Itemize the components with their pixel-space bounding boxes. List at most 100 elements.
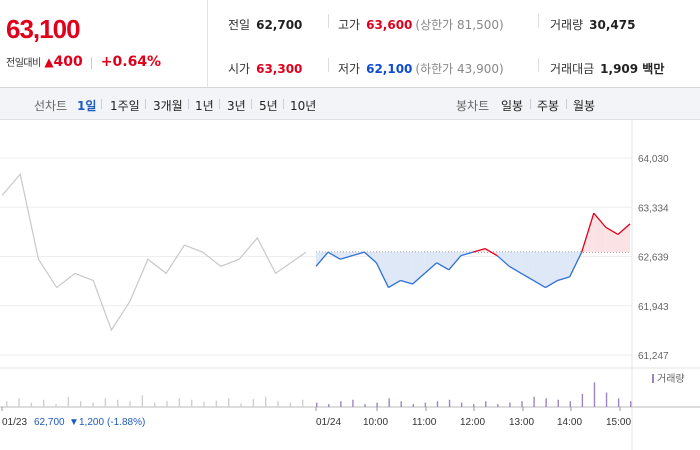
stat-label: 거래량 (550, 18, 584, 32)
prev-volume-bar (141, 395, 144, 407)
divider (145, 99, 146, 109)
prev-volume-bar (67, 396, 70, 407)
y-tick-label: 61,943 (638, 302, 669, 313)
today-volume-bar (340, 401, 342, 407)
today-area-segment (545, 252, 558, 288)
x-tick-label: 12:00 (460, 417, 485, 428)
today-volume-bar (388, 398, 390, 407)
today-line-segment (533, 279, 546, 289)
today-volume-bar (436, 401, 439, 407)
today-line-segment (412, 272, 426, 285)
change-row: 전일대비 ▲400 +0.64% (6, 54, 161, 70)
x-tick-label: 10:00 (363, 417, 388, 428)
stat-label: 시가 (228, 62, 251, 76)
stat-volume: 거래량 30,475 (550, 16, 635, 33)
divider (188, 99, 189, 109)
divider (328, 14, 329, 28)
period-1y[interactable]: 1년 (195, 99, 214, 113)
stat-high: 고가 63,600 (상한가 81,500) (338, 16, 504, 33)
y-tick-label: 63,334 (638, 203, 669, 214)
candle-daily[interactable]: 일봉 (501, 99, 524, 113)
divider (283, 99, 284, 109)
current-price: 63,100 (6, 14, 81, 44)
divider (530, 99, 531, 109)
prev-volume-bar (191, 399, 193, 407)
period-1w[interactable]: 1주일 (110, 99, 140, 113)
today-line-segment (569, 251, 583, 278)
prev-volume-bar (265, 396, 267, 407)
today-area-segment (593, 213, 606, 253)
prev-volume-bar (252, 398, 255, 407)
today-line-segment (400, 279, 413, 285)
volume-legend-swatch (652, 374, 654, 383)
prev-volume-bar (277, 401, 279, 407)
chart-toolbar: 선차트 1일 1주일 3개월 1년 3년 5년 10년 봉차트 일봉 주봉 월봉 (0, 88, 700, 120)
today-area-segment (376, 252, 389, 288)
candle-weekly[interactable]: 주봉 (537, 99, 560, 113)
today-line-segment (557, 276, 570, 282)
y-tick-label: 64,030 (638, 154, 669, 165)
x-tick-label: 14:00 (557, 417, 582, 428)
up-triangle-icon: ▲ (44, 55, 54, 69)
today-line-segment (363, 251, 377, 264)
today-area-segment (340, 252, 353, 260)
stat-low: 저가 62,100 (하한가 43,900) (338, 60, 504, 77)
today-area-segment (617, 223, 630, 253)
today-area-segment (605, 227, 618, 253)
period-1d[interactable]: 1일 (77, 99, 97, 113)
today-volume-bar (605, 392, 608, 407)
y-tick-label: 61,247 (638, 351, 669, 362)
period-3m[interactable]: 3개월 (153, 99, 183, 113)
prev-day-change: 1,200 (79, 417, 104, 428)
stat-label: 고가 (338, 18, 361, 32)
today-line-segment (352, 251, 365, 257)
change-percent: +0.64% (100, 54, 162, 70)
prev-day-percent: (-1.88%) (107, 417, 145, 428)
today-area-segment (400, 252, 413, 285)
today-area-segment (424, 252, 437, 274)
prev-day-close: 62,700 (34, 417, 65, 428)
stat-label: 저가 (338, 62, 361, 76)
today-volume-bar (400, 401, 402, 407)
prev-volume-bar (215, 400, 218, 407)
x-tick-label: 11:00 (412, 417, 437, 428)
stat-upper-limit: (상한가 81,500) (415, 18, 504, 32)
stat-value: 1,909 백만 (600, 62, 665, 76)
candle-monthly[interactable]: 월봉 (573, 99, 596, 113)
period-10y[interactable]: 10년 (290, 99, 317, 113)
today-line-segment (327, 251, 341, 260)
period-3y[interactable]: 3년 (227, 99, 246, 113)
today-line-segment (520, 272, 534, 282)
today-volume-bar (533, 396, 535, 407)
prev-volume-bar (30, 402, 33, 407)
divider (251, 99, 252, 109)
today-volume-bar (364, 404, 366, 407)
today-line-segment (388, 279, 401, 289)
today-volume-bar (376, 402, 378, 407)
period-5y[interactable]: 5년 (259, 99, 278, 113)
prev-volume-bar (55, 404, 57, 407)
volume-legend-label: 거래량 (657, 373, 685, 385)
price-summary: 63,100 전일대비 ▲400 +0.64% (0, 0, 208, 88)
today-volume-bar (617, 398, 620, 407)
today-line-segment (593, 212, 607, 228)
today-volume-bar (485, 401, 487, 407)
prev-volume-bar (117, 399, 119, 407)
x-tick-label: 01/23 (2, 417, 27, 428)
today-line-segment (496, 255, 510, 267)
y-tick-label: 62,639 (638, 253, 669, 264)
x-tick-label: 01/24 (316, 417, 341, 428)
change-amount: 400 (53, 54, 83, 70)
today-line-segment (424, 262, 438, 274)
candle-chart-label: 봉차트 (456, 99, 490, 113)
prev-volume-bar (104, 398, 107, 407)
prev-volume-bar (92, 402, 94, 407)
today-line-segment (436, 262, 450, 271)
stat-trade-value: 거래대금 1,909 백만 (550, 60, 664, 77)
down-triangle-icon: ▼ (69, 417, 79, 428)
prev-volume-bar (129, 401, 131, 407)
today-volume-bar (473, 404, 475, 407)
stat-value: 62,700 (256, 18, 303, 32)
prev-volume-bar (302, 399, 304, 407)
prev-volume-bar (240, 403, 242, 407)
